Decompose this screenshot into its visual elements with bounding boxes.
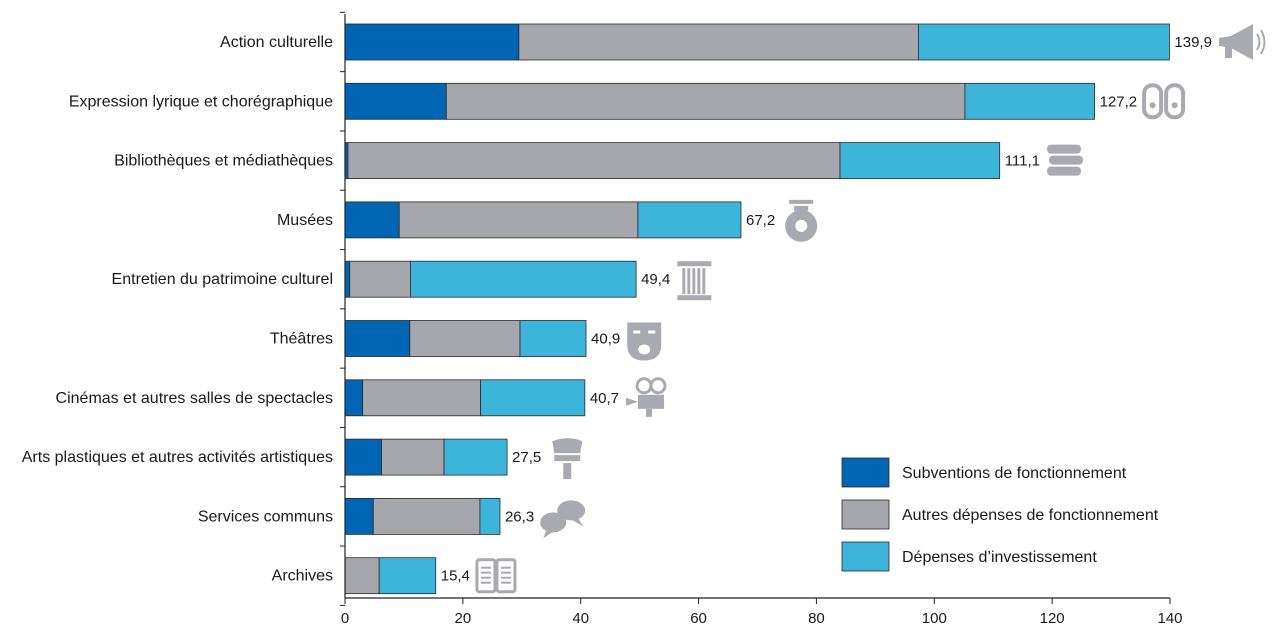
total-label: 40,7 — [590, 390, 619, 407]
category-label: Arts plastiques et autres activités arti… — [22, 449, 333, 466]
bar-segment — [344, 23, 520, 61]
bar-segment — [344, 201, 400, 239]
film-camera-icon — [626, 377, 667, 417]
x-tick-label: 40 — [572, 610, 589, 627]
bar-segment — [344, 557, 380, 595]
axes-layer: 0 20 40 60 80 100 120 140 — [340, 11, 1183, 627]
bar-segment — [378, 557, 437, 595]
legend-swatch — [841, 457, 890, 488]
total-label: 127,2 — [1100, 93, 1138, 110]
bar-segment — [480, 379, 586, 417]
bar-segment — [344, 438, 382, 476]
total-label: 111,1 — [1005, 153, 1040, 170]
category-label: Cinémas et autres salles de spectacles — [56, 390, 333, 407]
total-label: 40,9 — [591, 331, 620, 348]
bar-segment — [362, 379, 481, 417]
bar-segment — [917, 23, 1170, 61]
bar-segment — [839, 142, 1001, 180]
legend-swatch — [841, 499, 890, 530]
bars-layer — [344, 23, 1170, 595]
bar-segment — [398, 201, 639, 239]
category-label: Bibliothèques et médiathèques — [114, 153, 333, 170]
speech-bubbles-icon — [540, 500, 586, 539]
x-tick-label: 0 — [341, 610, 349, 627]
icons-layer — [475, 24, 1266, 594]
total-label: 15,4 — [441, 568, 470, 585]
x-tick-label: 140 — [1157, 610, 1182, 627]
ballet-shoes-icon — [1142, 83, 1186, 120]
bar-segment — [344, 379, 364, 417]
total-label: 26,3 — [505, 508, 534, 525]
bar-segment — [964, 82, 1095, 120]
labels-layer: Action culturelle 139,9 Expression lyrique… — [22, 34, 1212, 585]
bar-segment — [479, 497, 501, 535]
category-label: Services communs — [198, 508, 333, 525]
bar-segment — [347, 142, 841, 180]
total-label: 27,5 — [512, 449, 541, 466]
legend-swatch — [841, 541, 890, 572]
legend-label: Subventions de fonctionnement — [902, 465, 1127, 482]
category-label: Archives — [272, 568, 333, 585]
legend-label: Autres dépenses de fonctionnement — [902, 507, 1159, 524]
bar-segment — [443, 438, 508, 476]
bar-segment — [344, 320, 411, 357]
theatre-mask-icon — [627, 322, 662, 361]
x-tick-label: 100 — [922, 610, 947, 627]
bar-segment — [344, 260, 351, 298]
x-tick-label: 60 — [690, 610, 707, 627]
total-label: 67,2 — [746, 212, 775, 229]
bar-segment — [637, 201, 742, 239]
category-label: Expression lyrique et chorégraphique — [69, 93, 333, 110]
open-book-icon — [475, 558, 517, 594]
total-label: 49,4 — [641, 271, 670, 288]
x-tick-label: 80 — [808, 610, 825, 627]
bar-segment — [344, 82, 447, 120]
x-tick-label: 120 — [1040, 610, 1065, 627]
bar-segment — [445, 82, 966, 120]
legend-label: Dépenses d’investissement — [902, 549, 1097, 566]
total-label: 139,9 — [1174, 34, 1212, 51]
vase-icon — [785, 199, 818, 242]
category-label: Entretien du patrimoine culturel — [112, 271, 333, 288]
books-icon — [1047, 144, 1084, 176]
legend: Subventions de fonctionnement Autres dépe… — [841, 457, 1159, 572]
bar-segment — [409, 320, 521, 357]
bar-segment — [519, 320, 587, 357]
bar-segment — [372, 497, 481, 535]
category-label: Musées — [277, 212, 333, 229]
category-label: Action culturelle — [220, 34, 333, 51]
category-label: Théâtres — [270, 331, 333, 348]
bar-segment — [381, 438, 445, 476]
paintbrush-icon — [552, 438, 583, 480]
bar-segment — [349, 260, 411, 298]
bar-segment — [518, 23, 919, 61]
bar-segment — [410, 260, 637, 298]
bar-segment — [344, 497, 374, 535]
column-icon — [677, 261, 712, 301]
x-tick-label: 20 — [455, 610, 472, 627]
megaphone-icon — [1218, 24, 1266, 60]
